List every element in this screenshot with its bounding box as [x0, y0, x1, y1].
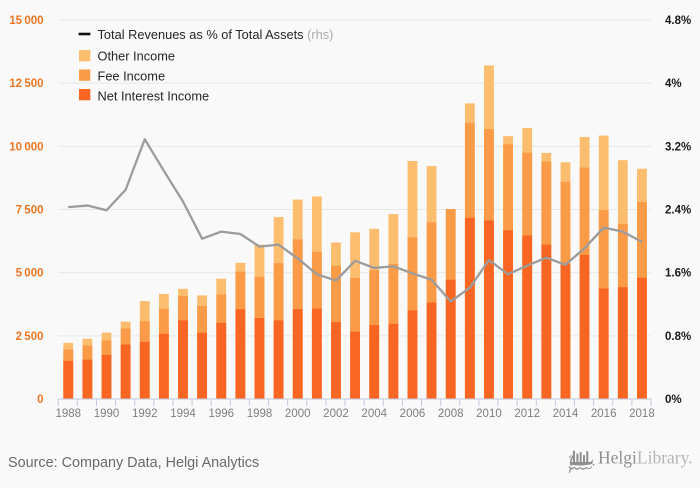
svg-text:Fee Income: Fee Income: [98, 68, 166, 83]
svg-text:2006: 2006: [400, 408, 426, 420]
svg-text:Total Revenues as % of Total A: Total Revenues as % of Total Assets (rhs…: [98, 27, 334, 42]
svg-text:2016: 2016: [591, 408, 617, 420]
svg-text:Net Interest Income: Net Interest Income: [98, 88, 210, 103]
svg-text:1988: 1988: [55, 408, 81, 420]
svg-text:HelgiLibrary.: HelgiLibrary.: [598, 448, 693, 468]
svg-text:2.4%: 2.4%: [665, 205, 691, 217]
svg-text:10 000: 10 000: [9, 141, 43, 153]
svg-text:1990: 1990: [94, 408, 120, 420]
svg-text:2008: 2008: [438, 408, 464, 420]
svg-text:2018: 2018: [629, 408, 655, 420]
svg-text:1992: 1992: [132, 408, 158, 420]
svg-text:15 000: 15 000: [9, 15, 43, 27]
svg-text:2004: 2004: [361, 408, 387, 420]
svg-text:1996: 1996: [208, 408, 234, 420]
svg-text:7 500: 7 500: [16, 205, 44, 217]
svg-text:4.8%: 4.8%: [665, 15, 691, 27]
svg-text:0%: 0%: [665, 394, 682, 406]
svg-text:3.2%: 3.2%: [665, 141, 691, 153]
svg-text:Other Income: Other Income: [98, 48, 176, 63]
svg-text:2 500: 2 500: [16, 331, 44, 343]
svg-text:0: 0: [37, 394, 43, 406]
svg-text:2010: 2010: [476, 408, 502, 420]
svg-text:5 000: 5 000: [16, 268, 44, 280]
svg-text:4%: 4%: [665, 78, 682, 90]
svg-text:0.8%: 0.8%: [665, 331, 691, 343]
svg-text:Source: Company Data, Helgi An: Source: Company Data, Helgi Analytics: [8, 455, 259, 471]
svg-text:2000: 2000: [285, 408, 311, 420]
svg-text:2014: 2014: [553, 408, 579, 420]
svg-text:1.6%: 1.6%: [665, 268, 691, 280]
svg-text:12 500: 12 500: [9, 78, 43, 90]
svg-text:2002: 2002: [323, 408, 349, 420]
svg-text:2012: 2012: [514, 408, 540, 420]
svg-text:1994: 1994: [170, 408, 196, 420]
svg-text:1998: 1998: [247, 408, 273, 420]
